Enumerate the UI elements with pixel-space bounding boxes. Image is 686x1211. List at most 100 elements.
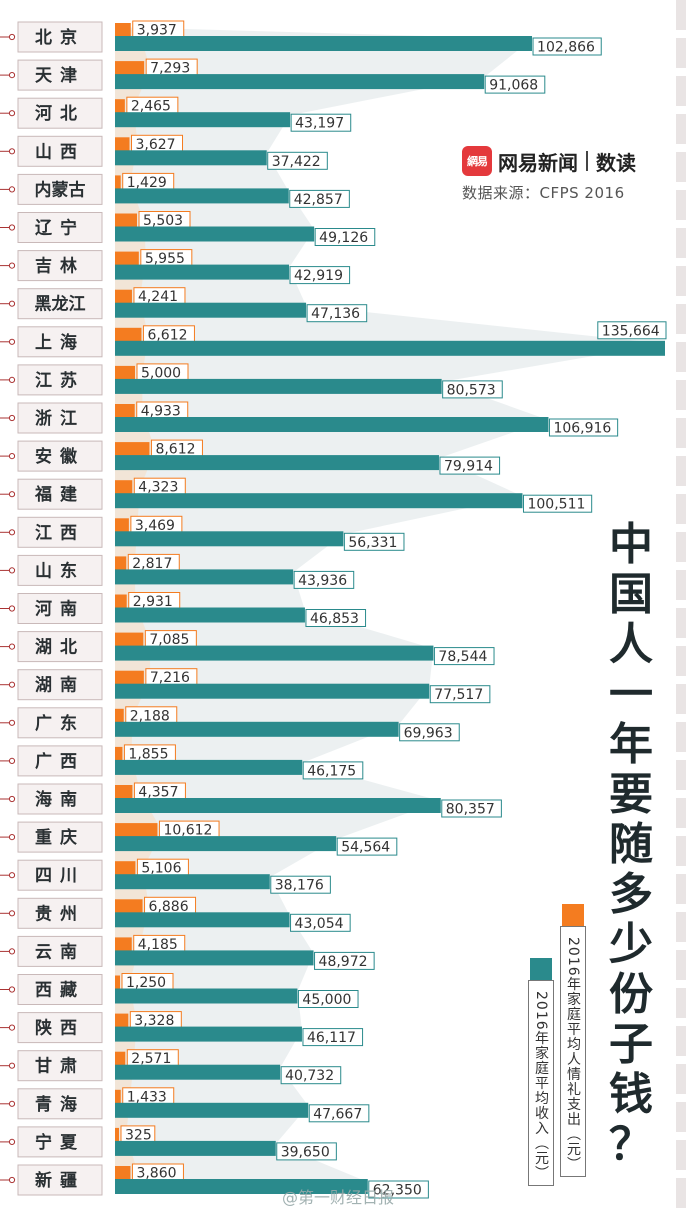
income-label-box: [306, 304, 368, 323]
chart-row: 广东 2,188 69,963: [0, 706, 460, 742]
income-label-box: [314, 951, 375, 970]
category-label: 湖北: [35, 638, 85, 658]
gift-value-label: 1,250: [126, 975, 166, 991]
row-connector-dot: [8, 1176, 16, 1184]
income-bar: [115, 683, 430, 699]
gift-value-label: 10,612: [163, 823, 212, 839]
gift-bar: [115, 861, 136, 876]
category-label-box: [17, 859, 103, 891]
gift-value-label: 6,612: [147, 327, 187, 343]
gift-bar: [115, 251, 139, 266]
chart-row: 天津 7,293 91,068: [0, 58, 546, 94]
category-label: 山东: [35, 560, 85, 581]
netease-logo-icon: 網易: [462, 146, 492, 176]
category-label: 浙江: [35, 408, 85, 429]
income-value-label: 46,175: [307, 763, 356, 779]
income-label-box: [597, 321, 667, 340]
category-label: 新疆: [35, 1170, 85, 1191]
income-bar: [115, 378, 442, 394]
title-char: 人: [609, 619, 653, 670]
category-label: 黑龙江: [35, 294, 86, 315]
brand-name: 网易新闻: [498, 150, 578, 175]
income-value-label: 56,331: [348, 535, 397, 551]
chart-row: 宁夏 325 39,650: [0, 1125, 337, 1161]
gift-value-label: 4,933: [141, 404, 181, 420]
gift-value-label: 5,106: [141, 861, 181, 877]
income-label-box: [289, 266, 351, 285]
gift-bar: [115, 365, 135, 380]
category-label-box: [17, 440, 103, 472]
income-value-label: 106,916: [553, 421, 611, 437]
gift-value-label: 325: [125, 1127, 152, 1143]
gift-value-label: 4,241: [138, 289, 178, 305]
row-connector-dot: [8, 834, 16, 841]
edge-strip: [676, 0, 686, 1211]
category-label-box: [17, 1050, 103, 1082]
income-bar: [115, 417, 549, 432]
gift-value-label: 2,188: [130, 708, 170, 724]
income-bar: [115, 912, 290, 928]
income-value-label: 49,126: [319, 230, 368, 246]
gift-bar: [115, 594, 127, 609]
legend-gift-box: 2016年家庭平均人情礼支出（元）: [560, 926, 586, 1177]
income-value-label: 46,117: [307, 1030, 356, 1046]
category-label: 青海: [35, 1094, 85, 1115]
gift-bar: [115, 1089, 121, 1104]
income-label-box: [267, 151, 328, 170]
income-label-box: [548, 418, 619, 437]
chart-row: 福建 4,323 100,511: [0, 477, 593, 513]
category-label: 陕西: [35, 1018, 85, 1039]
gift-value-label: 4,357: [138, 785, 178, 801]
income-bar: [115, 112, 291, 128]
gift-value-label: 3,627: [136, 137, 176, 153]
income-value-label: 40,732: [285, 1068, 334, 1084]
category-label-box: [17, 250, 103, 282]
row-connector-dot: [8, 567, 16, 574]
row-connector-dot: [8, 224, 16, 231]
income-shadow-area: [115, 27, 665, 1190]
chart-row: 四川 5,106 38,176: [0, 858, 331, 894]
category-label: 山西: [35, 142, 85, 162]
chart-row: 上海 6,612 135,664: [0, 321, 667, 358]
row-connector-dot: [8, 376, 16, 383]
row-connector-dot: [8, 948, 16, 955]
category-label-box: [17, 21, 103, 53]
category-label: 吉林: [35, 256, 85, 277]
income-bar: [115, 759, 303, 775]
row-connector-dot: [8, 300, 16, 307]
income-value-label: 42,919: [294, 268, 343, 284]
gift-shadow-area: [115, 27, 163, 1190]
income-value-label: 69,963: [404, 725, 453, 741]
income-value-label: 48,972: [319, 954, 368, 970]
category-label: 北京: [35, 27, 85, 48]
category-label: 广东: [35, 713, 85, 734]
chart-row: 青海 1,433 47,667: [0, 1087, 370, 1123]
gift-value-label: 2,931: [133, 594, 173, 610]
income-value-label: 80,573: [447, 382, 496, 398]
title-char: 一: [609, 669, 653, 720]
row-connector-dot: [8, 643, 16, 650]
income-label-box: [433, 647, 495, 666]
category-label: 甘肃: [35, 1056, 85, 1077]
row-connector-dot: [8, 72, 16, 79]
income-label-box: [305, 609, 367, 627]
category-label-box: [17, 516, 103, 548]
category-label-box: [17, 745, 103, 777]
category-label: 宁夏: [35, 1132, 85, 1153]
category-label-box: [17, 288, 103, 320]
category-label: 福建: [34, 484, 85, 505]
row-connector-dot: [8, 491, 16, 498]
gift-value-label: 4,185: [138, 937, 178, 953]
income-label-box: [484, 75, 546, 94]
income-label-box: [522, 494, 593, 513]
chart-row: 辽宁 5,503 49,126: [0, 211, 376, 246]
income-label-box: [280, 1066, 342, 1085]
chart-row: 江西 3,469 56,331: [0, 515, 405, 551]
category-label-box: [17, 364, 103, 396]
gift-value-label: 4,323: [138, 480, 178, 496]
income-bar: [115, 950, 314, 966]
category-label: 贵州: [35, 903, 85, 924]
row-connector-dot: [8, 414, 16, 422]
gift-bar: [115, 823, 158, 838]
gift-value-label: 6,886: [149, 899, 189, 915]
